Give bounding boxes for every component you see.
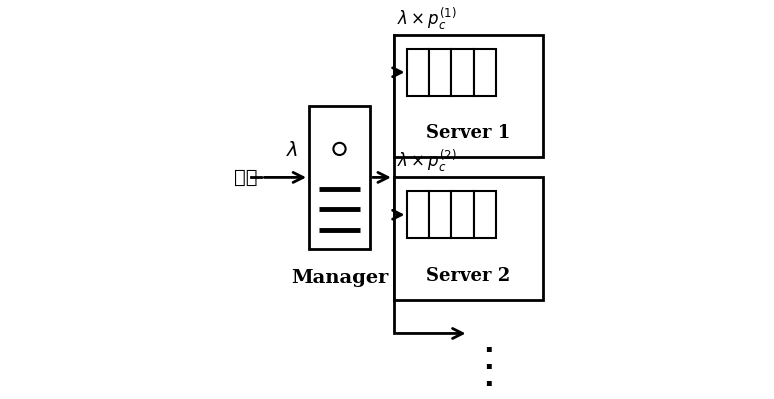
Bar <box>394 35 543 157</box>
Text: ·: · <box>484 354 494 382</box>
Bar <box>474 49 495 96</box>
Bar <box>451 49 474 96</box>
Text: Manager: Manager <box>291 269 389 287</box>
Bar <box>309 106 370 249</box>
Text: $\lambda \times p_c^{(2)}$: $\lambda \times p_c^{(2)}$ <box>397 148 457 174</box>
Bar <box>394 178 543 300</box>
Text: ·: · <box>484 371 494 399</box>
Bar <box>407 49 430 96</box>
Bar <box>407 191 430 239</box>
Text: $\lambda \times p_c^{(1)}$: $\lambda \times p_c^{(1)}$ <box>397 5 457 32</box>
Bar <box>474 191 495 239</box>
Text: $\lambda$: $\lambda$ <box>286 142 298 160</box>
Bar <box>451 191 474 239</box>
Text: ·: · <box>484 337 494 365</box>
Text: Server 1: Server 1 <box>426 124 511 142</box>
Bar <box>430 49 451 96</box>
Text: 负载: 负载 <box>235 168 258 187</box>
Text: Server 2: Server 2 <box>426 267 511 285</box>
Bar <box>430 191 451 239</box>
